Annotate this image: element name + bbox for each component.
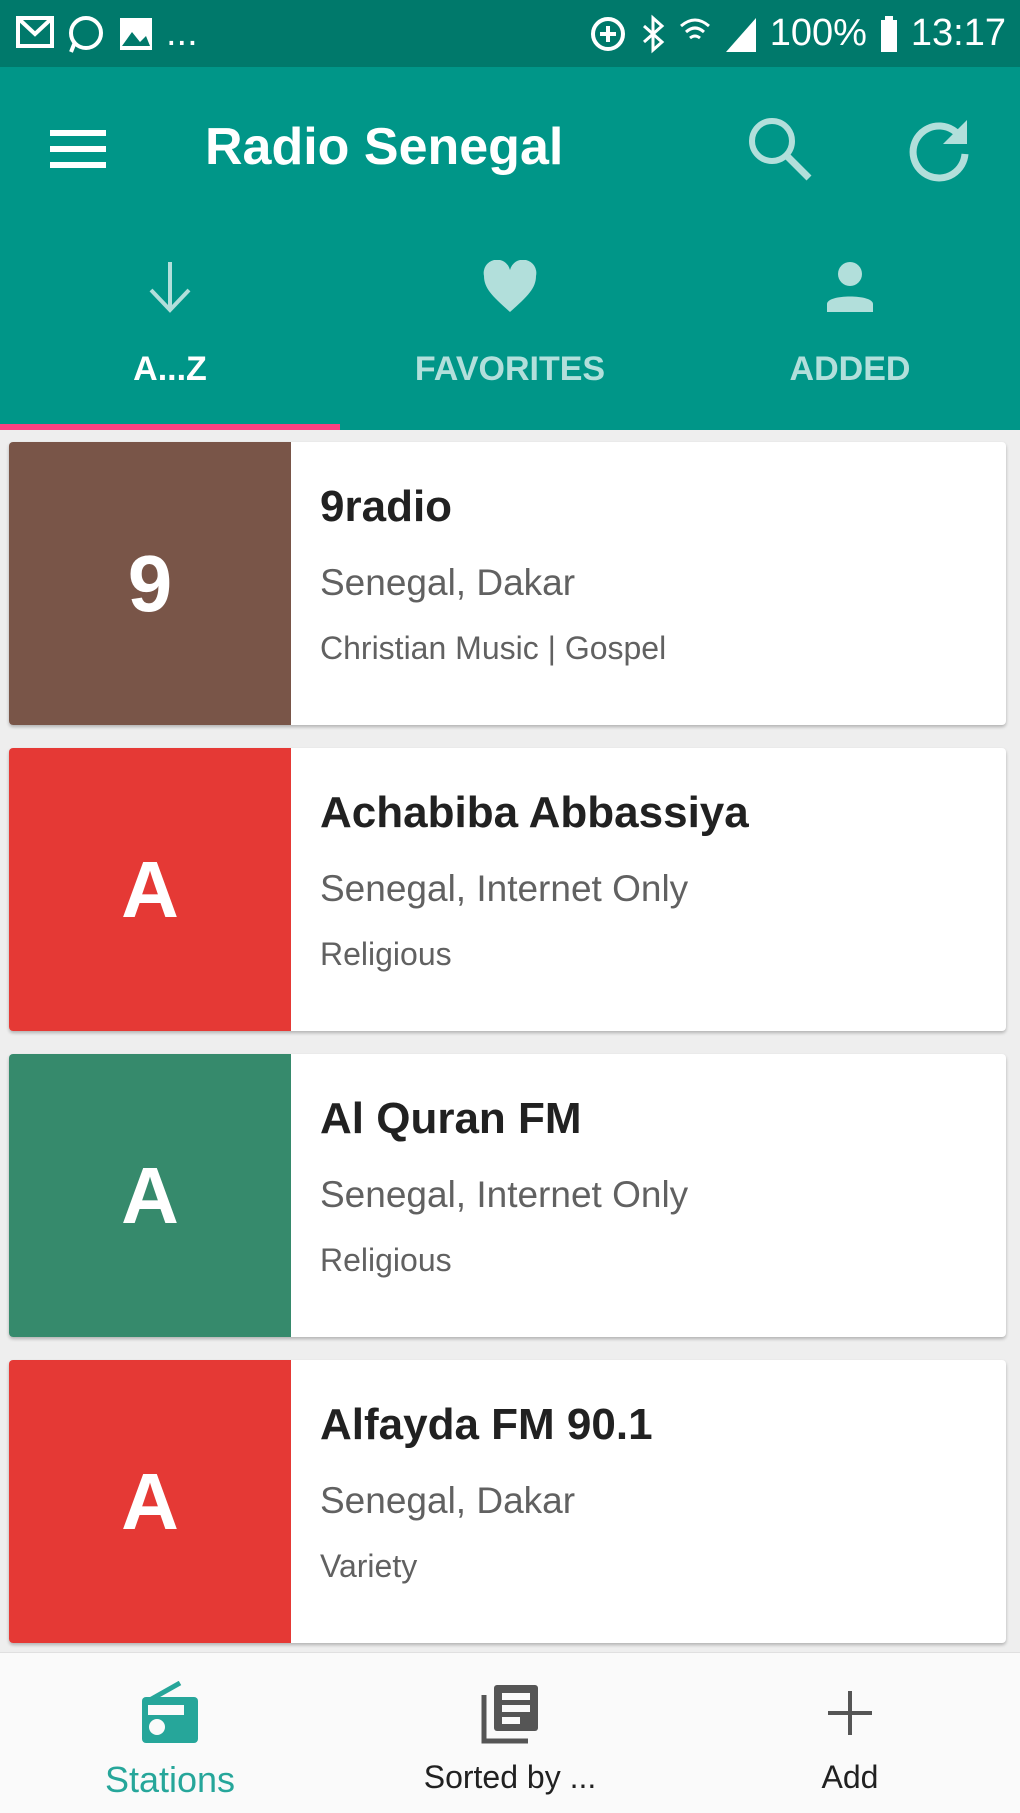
station-location: Senegal, Dakar [320, 562, 576, 603]
station-card[interactable]: A Alfayda FM 90.1 Senegal, Dakar Variety [9, 1360, 1006, 1643]
signal-icon [725, 17, 756, 52]
active-tab-indicator [0, 424, 340, 430]
library-icon [481, 1685, 538, 1744]
nav-sorted-by[interactable]: Sorted by ... [340, 1653, 680, 1813]
station-genre: Religious [320, 936, 452, 972]
station-location: Senegal, Dakar [320, 1480, 576, 1521]
station-genre: Variety [320, 1548, 418, 1584]
bottom-navigation: Stations Sorted by ... Add [0, 1652, 1020, 1813]
gallery-icon [120, 17, 152, 50]
battery-percent: 100% [769, 12, 867, 54]
radio-icon [142, 1681, 198, 1743]
person-icon [827, 262, 873, 312]
station-name: 9radio [320, 482, 453, 531]
refresh-icon [909, 120, 969, 182]
station-logo: 9 [9, 442, 291, 725]
menu-button[interactable] [38, 109, 118, 189]
tab-bar: A...Z FAVORITES ADDED [0, 230, 1020, 430]
tab-a-z[interactable]: A...Z [0, 230, 340, 430]
status-bar: ... 100% 13:17 [0, 0, 1020, 67]
tab-label: A...Z [133, 350, 207, 388]
tab-added[interactable]: ADDED [680, 230, 1020, 430]
menu-icon [50, 130, 106, 168]
app-toolbar: Radio Senegal [0, 67, 1020, 230]
station-name: Alfayda FM 90.1 [320, 1400, 653, 1449]
app-title: Radio Senegal [205, 118, 564, 176]
station-genre: Christian Music | Gospel [320, 630, 667, 666]
battery-icon [880, 15, 897, 52]
search-icon [749, 118, 812, 181]
nav-label: Add [821, 1759, 879, 1795]
data-saver-icon [590, 16, 625, 51]
gmail-icon [16, 15, 54, 48]
refresh-button[interactable] [900, 109, 980, 189]
station-genre: Religious [320, 1242, 452, 1278]
tab-favorites[interactable]: FAVORITES [340, 230, 680, 430]
heart-icon [483, 260, 537, 312]
nav-stations[interactable]: Stations [0, 1653, 340, 1813]
tab-label: FAVORITES [414, 350, 606, 388]
nav-label: Stations [104, 1759, 236, 1800]
station-card[interactable]: A Achabiba Abbassiya Senegal, Internet On… [9, 748, 1006, 1031]
station-logo: A [9, 748, 291, 1031]
station-name: Al Quran FM [320, 1094, 582, 1143]
station-location: Senegal, Internet Only [320, 868, 689, 909]
station-card[interactable]: A Al Quran FM Senegal, Internet Only Relig… [9, 1054, 1006, 1337]
plus-icon [828, 1691, 872, 1735]
whatsapp-icon [69, 15, 103, 53]
station-location: Senegal, Internet Only [320, 1174, 689, 1215]
nav-label: Sorted by ... [423, 1759, 597, 1795]
wifi-icon [679, 18, 710, 39]
station-logo: A [9, 1360, 291, 1643]
clock: 13:17 [910, 12, 1006, 54]
notification-overflow: ... [166, 12, 198, 54]
search-button[interactable] [740, 109, 820, 189]
station-name: Achabiba Abbassiya [320, 788, 749, 837]
station-logo: A [9, 1054, 291, 1337]
bluetooth-icon [642, 14, 664, 53]
tab-label: ADDED [789, 350, 911, 388]
arrow-down-icon [149, 262, 191, 313]
nav-add[interactable]: Add [680, 1653, 1020, 1813]
station-card[interactable]: 9 9radio Senegal, Dakar Christian Music | … [9, 442, 1006, 725]
